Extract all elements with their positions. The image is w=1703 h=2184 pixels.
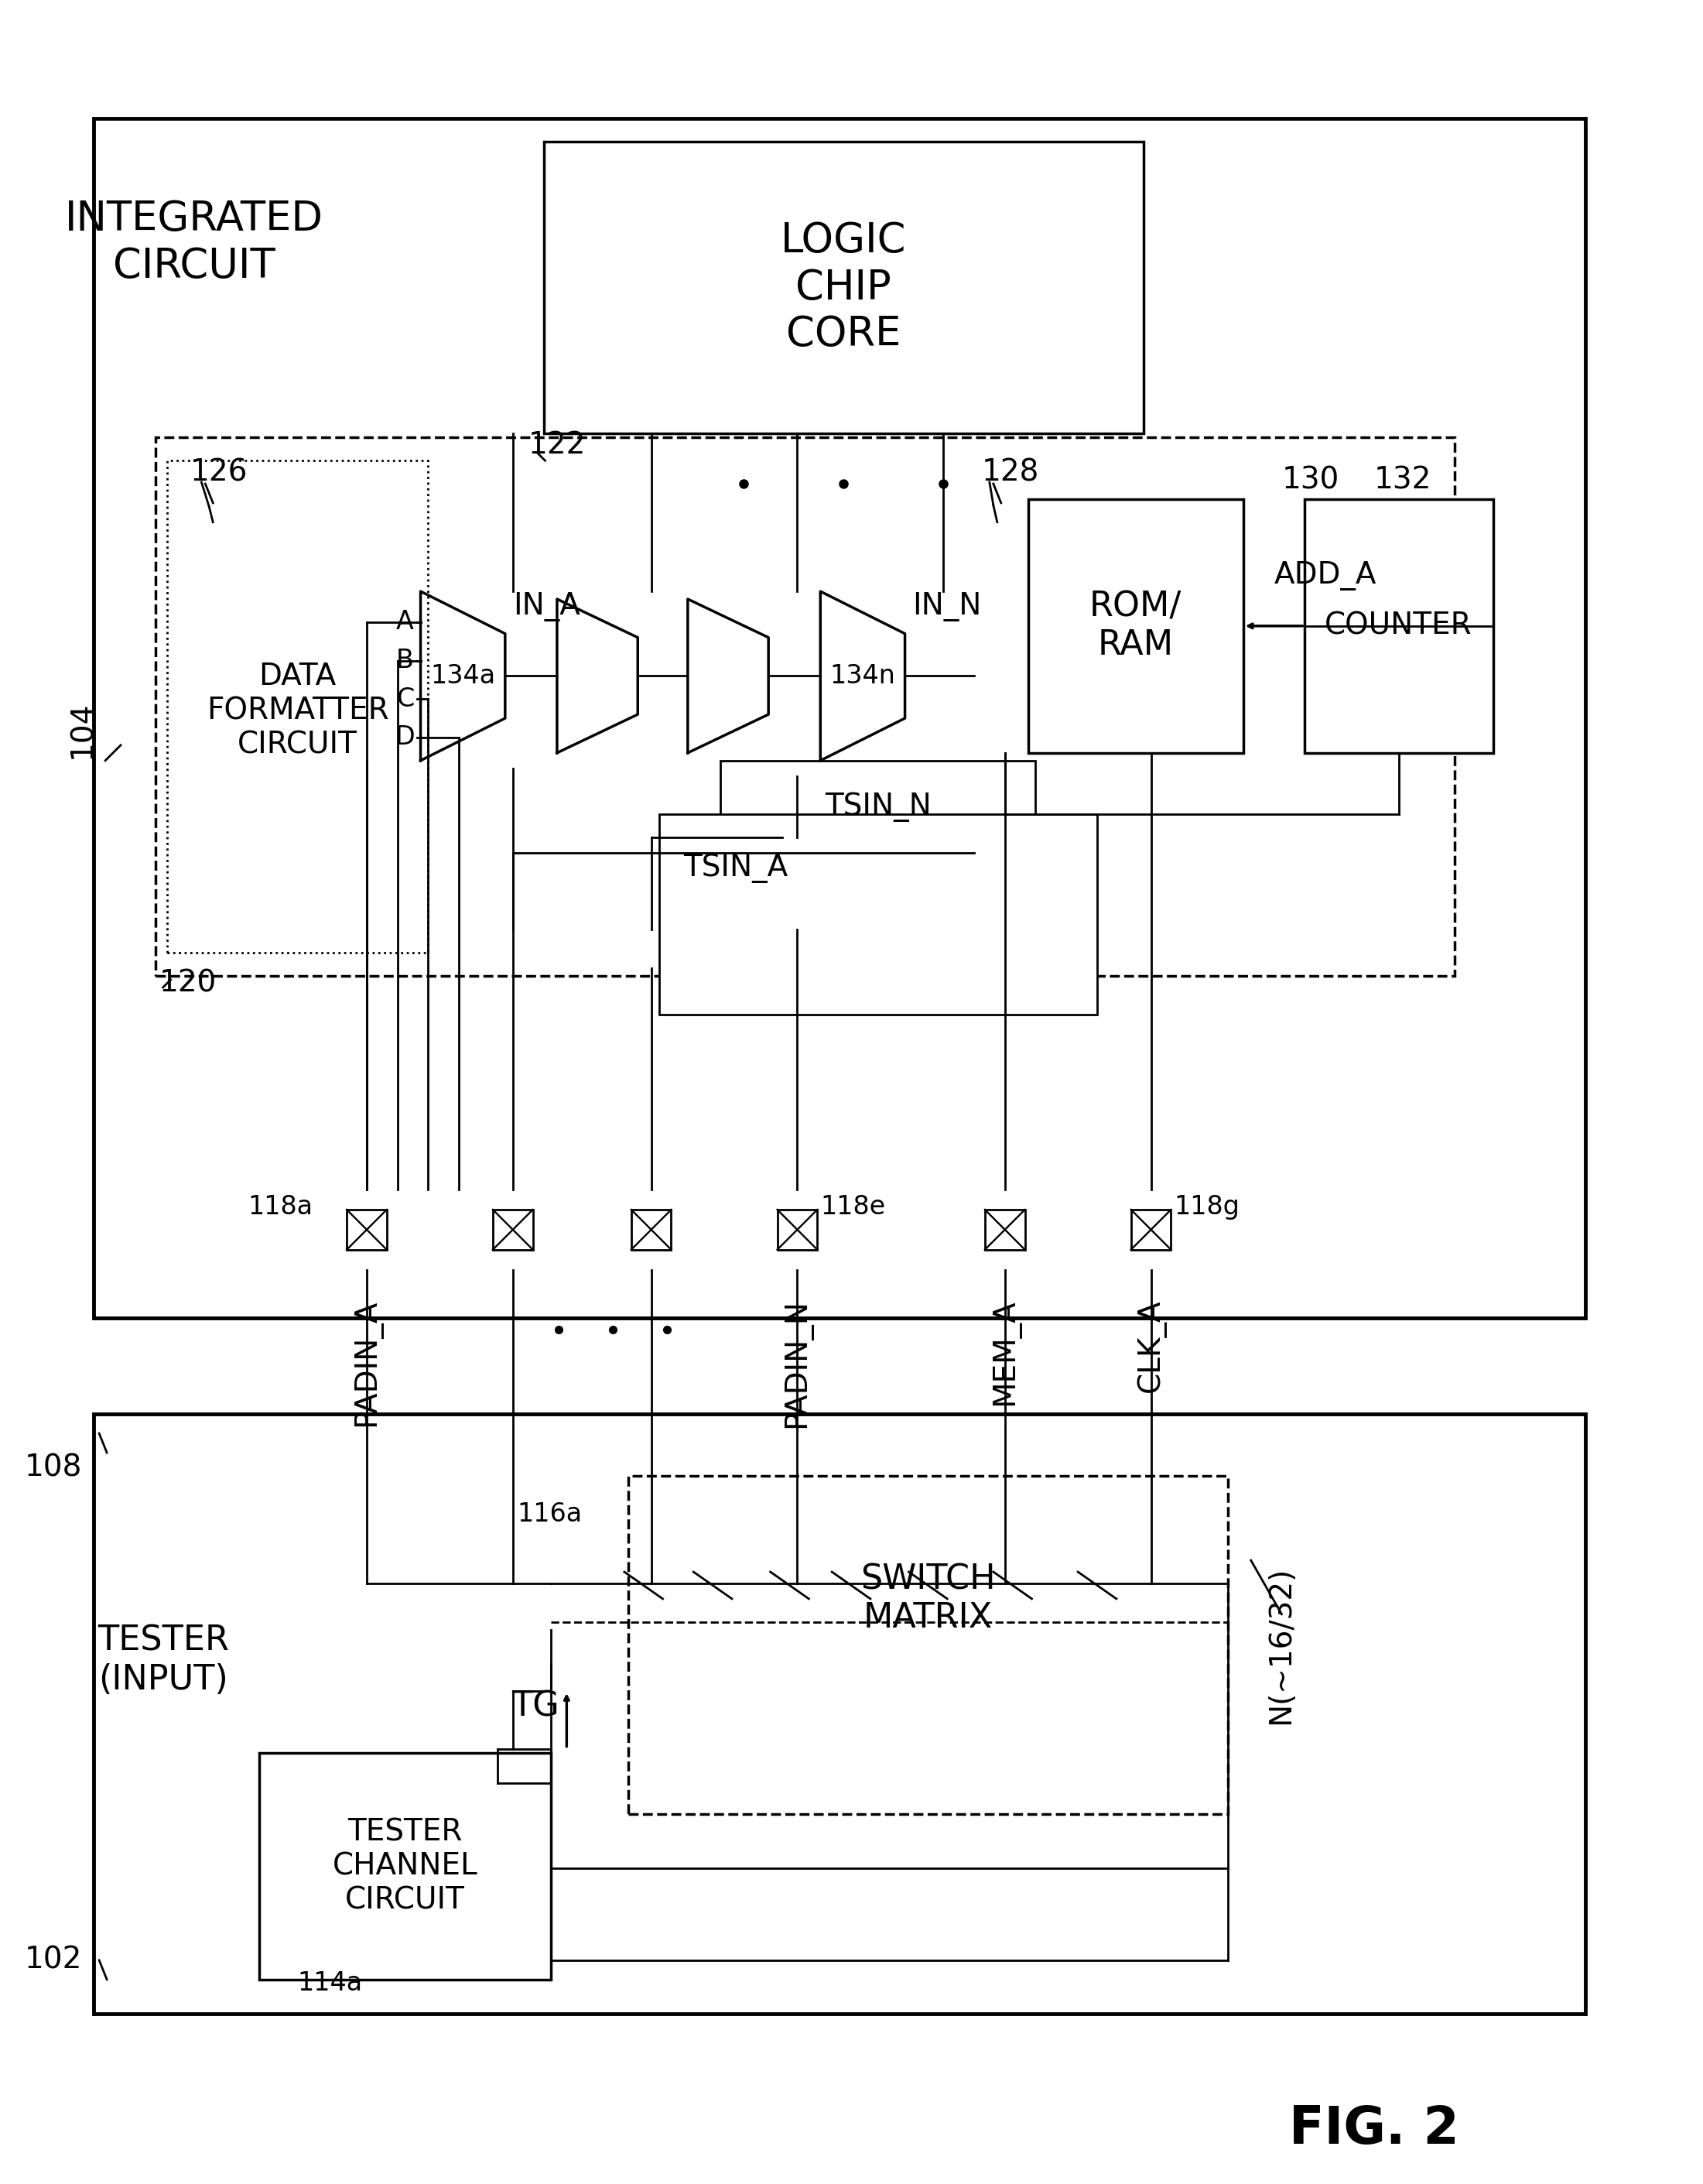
Bar — [543, 142, 1143, 435]
Bar — [167, 461, 427, 952]
Text: IN_N: IN_N — [913, 592, 981, 622]
Text: 134n: 134n — [829, 664, 896, 688]
Text: TG: TG — [511, 1690, 559, 1723]
Bar — [777, 1210, 817, 1249]
Bar — [984, 1210, 1025, 1249]
Text: 126: 126 — [191, 456, 247, 487]
Text: SWITCH
MATRIX: SWITCH MATRIX — [860, 1564, 996, 1634]
Text: 132: 132 — [1374, 465, 1432, 494]
Bar — [155, 437, 1454, 976]
Text: A: A — [397, 609, 414, 636]
Text: 134a: 134a — [431, 664, 496, 688]
Text: IN_A: IN_A — [513, 592, 581, 622]
Bar — [659, 815, 1097, 1013]
Text: 118g: 118g — [1173, 1195, 1240, 1219]
Text: MEM_A: MEM_A — [989, 1299, 1020, 1406]
Bar — [1131, 1210, 1172, 1249]
Text: ADD_A: ADD_A — [1274, 561, 1376, 590]
Bar — [628, 1476, 1228, 1815]
Text: COUNTER: COUNTER — [1325, 612, 1473, 640]
Bar — [1029, 500, 1243, 753]
Bar — [94, 118, 1585, 1319]
Bar — [259, 1752, 552, 1979]
Bar — [94, 1415, 1585, 2014]
Text: 130: 130 — [1282, 465, 1339, 494]
Text: 118e: 118e — [821, 1195, 886, 1219]
Text: B: B — [397, 649, 414, 673]
Text: 120: 120 — [158, 970, 216, 998]
Text: N(~16/32): N(~16/32) — [1267, 1566, 1296, 1723]
Bar — [492, 1210, 533, 1249]
Text: TSIN_N: TSIN_N — [824, 793, 932, 821]
Bar — [632, 1210, 671, 1249]
Text: 102: 102 — [26, 1946, 82, 1974]
Text: FIG. 2: FIG. 2 — [1289, 2103, 1459, 2156]
Text: TESTER
(INPUT): TESTER (INPUT) — [97, 1625, 228, 1697]
Text: LOGIC
CHIP
CORE: LOGIC CHIP CORE — [780, 221, 906, 354]
Text: 114a: 114a — [298, 1970, 363, 1996]
Bar — [1304, 500, 1494, 753]
Text: 108: 108 — [26, 1452, 82, 1483]
Text: 104: 104 — [68, 701, 97, 758]
Text: TESTER
CHANNEL
CIRCUIT: TESTER CHANNEL CIRCUIT — [332, 1817, 479, 1915]
Text: DATA
FORMATTER
CIRCUIT: DATA FORMATTER CIRCUIT — [206, 662, 388, 760]
Text: PADIN_A: PADIN_A — [353, 1299, 381, 1426]
Text: PADIN_N: PADIN_N — [783, 1299, 812, 1428]
Text: CLK_A: CLK_A — [1136, 1299, 1167, 1391]
Text: C: C — [397, 686, 414, 712]
Text: 122: 122 — [528, 430, 586, 461]
Text: D: D — [395, 725, 416, 751]
Bar — [720, 760, 1035, 915]
Bar — [347, 1210, 387, 1249]
Text: INTEGRATED
CIRCUIT: INTEGRATED CIRCUIT — [65, 199, 324, 286]
Text: 118a: 118a — [249, 1195, 313, 1219]
Text: 116a: 116a — [518, 1500, 582, 1527]
Text: TSIN_A: TSIN_A — [683, 854, 788, 882]
Text: ROM/
RAM: ROM/ RAM — [1090, 590, 1182, 662]
Text: 128: 128 — [983, 456, 1039, 487]
Bar — [782, 775, 974, 836]
